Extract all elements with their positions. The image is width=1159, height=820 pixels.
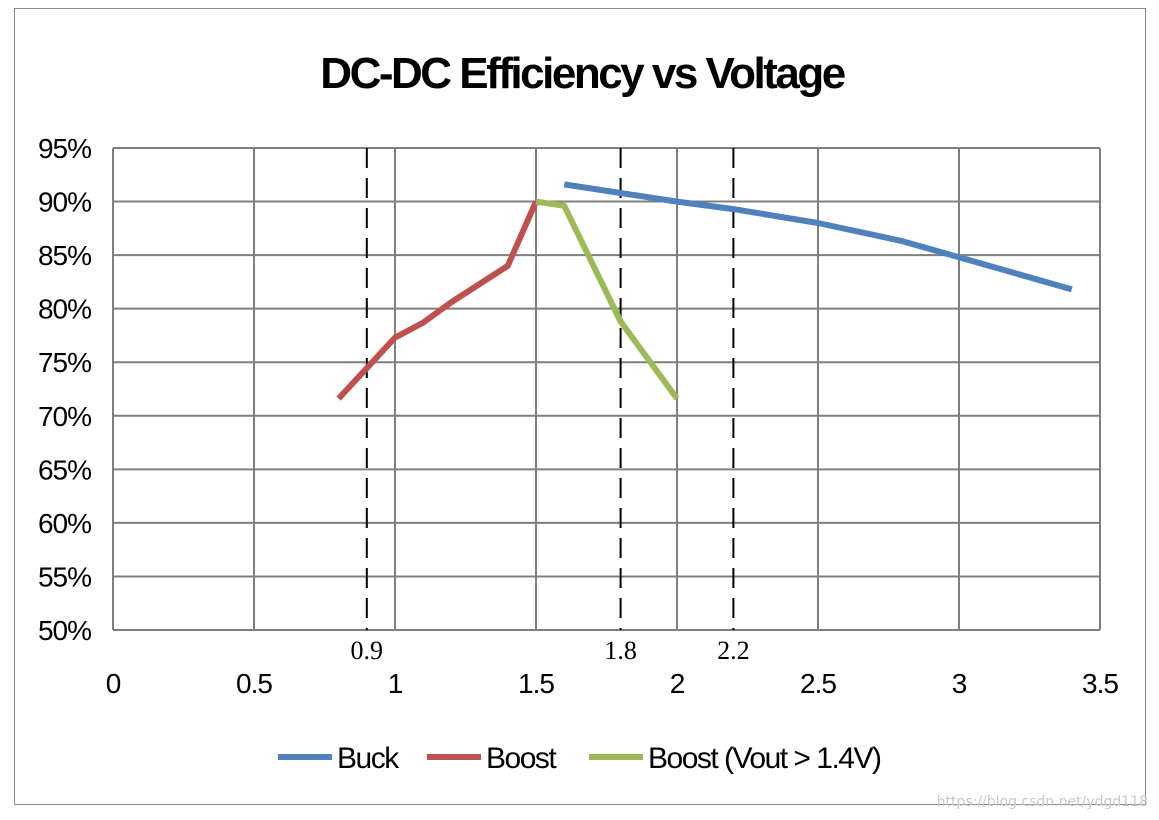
y-tick-label: 70% [38,401,91,432]
reference-lines: 0.9 1.8 2.2 [351,148,750,665]
x-tick-label: 1.5 [518,668,554,699]
y-tick-label: 75% [38,347,91,378]
reference-line-label: 2.2 [717,636,750,665]
reference-line-label: 0.9 [351,636,384,665]
y-tick-label: 85% [38,240,91,271]
x-tick-label: 0 [106,668,121,699]
chart-frame [14,8,1146,805]
x-tick-label: 2 [670,668,685,699]
reference-line-label: 1.8 [604,636,637,665]
x-tick-label: 1 [388,668,403,699]
y-tick-label: 95% [38,133,91,164]
y-tick-label: 50% [38,615,91,646]
watermark: https://blog.csdn.net/ydgd118 [937,794,1148,810]
series-line-2 [336,200,539,401]
x-tick-label: 0.5 [236,668,272,699]
legend-label: Boost (Vout > 1.4V) [648,742,881,775]
y-tick-label: 80% [38,294,91,325]
x-tick-label: 3 [952,668,967,699]
x-axis-ticks: 0 0.5 1 1.5 2 2.5 3 3.5 [106,668,1120,699]
y-tick-label: 60% [38,508,91,539]
y-tick-label: 90% [38,187,91,218]
series-line-3 [535,198,680,401]
y-axis-ticks: 50% 55% 60% 65% 70% 75% 80% 85% 90% 95% [38,133,92,646]
y-tick-label: 55% [38,561,91,592]
legend: Buck Boost Boost (Vout > 1.4V) [278,742,883,775]
x-tick-label: 2.5 [800,668,836,699]
grid [112,147,1101,631]
legend-label: Buck [337,742,400,775]
chart-title: DC-DC Efficiency vs Voltage [320,49,844,98]
y-tick-label: 65% [38,454,91,485]
series-group [336,181,1073,401]
x-tick-label: 3.5 [1082,668,1118,699]
series-line-1 [563,181,1073,293]
legend-label: Boost [486,742,557,775]
